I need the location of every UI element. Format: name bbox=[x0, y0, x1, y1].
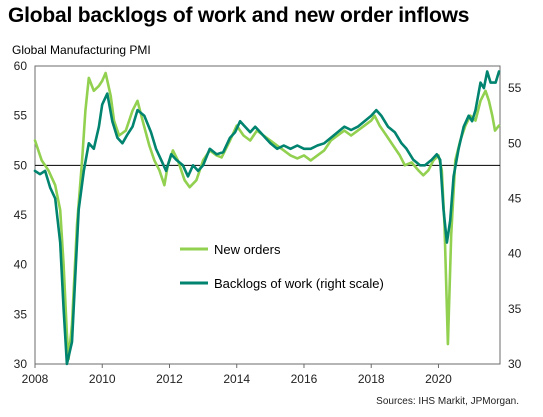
right-tick-label: 55 bbox=[508, 81, 522, 95]
plot-frame bbox=[34, 65, 501, 365]
left-tick-label: 35 bbox=[14, 307, 28, 321]
legend-label: Backlogs of work (right scale) bbox=[214, 276, 384, 291]
x-tick-label: 2014 bbox=[223, 372, 250, 386]
right-tick-label: 45 bbox=[508, 191, 522, 205]
left-axis-label: Global Manufacturing PMI bbox=[12, 43, 151, 57]
right-axis-ticks: 30 35 40 45 50 55 bbox=[508, 81, 522, 371]
left-tick-label: 50 bbox=[14, 158, 28, 172]
series-line-backlogs-of-work bbox=[33, 70, 501, 366]
x-tick-label: 2008 bbox=[22, 372, 49, 386]
left-tick-label: 45 bbox=[14, 208, 28, 222]
right-tick-label: 40 bbox=[508, 247, 522, 261]
x-tick-label: 2012 bbox=[156, 372, 183, 386]
left-tick-label: 40 bbox=[14, 258, 28, 272]
left-tick-label: 55 bbox=[14, 109, 28, 123]
chart-title: Global backlogs of work and new order in… bbox=[8, 4, 470, 27]
legend-label: New orders bbox=[214, 242, 281, 257]
x-axis-ticks: 2008 2010 2012 2014 2016 2018 2020 bbox=[22, 364, 452, 386]
legend: New orders Backlogs of work (right scale) bbox=[180, 242, 384, 291]
series-layer bbox=[33, 70, 501, 366]
left-tick-label: 60 bbox=[14, 59, 28, 73]
x-tick-label: 2016 bbox=[291, 372, 318, 386]
x-tick-label: 2018 bbox=[358, 372, 385, 386]
left-axis-ticks: 30 35 40 45 50 55 60 bbox=[14, 59, 28, 371]
x-tick-label: 2020 bbox=[425, 372, 452, 386]
right-tick-label: 30 bbox=[508, 357, 522, 371]
source-note: Sources: IHS Markit, JPMorgan. bbox=[376, 396, 519, 407]
left-tick-label: 30 bbox=[14, 357, 28, 371]
series-line-new-orders bbox=[33, 71, 501, 361]
x-tick-label: 2010 bbox=[89, 372, 116, 386]
right-tick-label: 35 bbox=[508, 302, 522, 316]
right-tick-label: 50 bbox=[508, 136, 522, 150]
